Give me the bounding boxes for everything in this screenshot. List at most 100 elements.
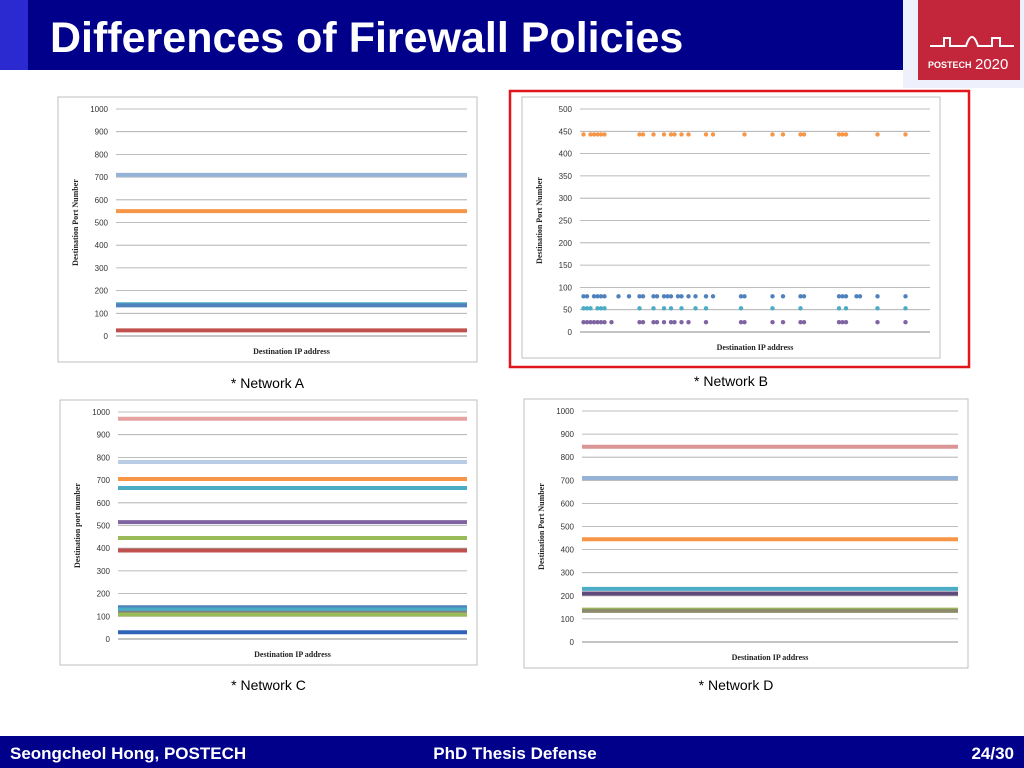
data-point xyxy=(686,319,691,325)
y-tick-label: 500 xyxy=(95,219,109,228)
data-point xyxy=(668,132,674,137)
data-point xyxy=(875,319,880,325)
data-point xyxy=(780,294,786,299)
x-axis-label: Destination IP address xyxy=(254,650,331,659)
data-point xyxy=(672,319,677,325)
data-point xyxy=(595,306,600,311)
data-point xyxy=(668,294,674,299)
data-point xyxy=(616,294,621,299)
data-point xyxy=(770,319,775,325)
chart-panel xyxy=(523,398,969,669)
data-point xyxy=(686,294,691,299)
y-axis-label: Destination port number xyxy=(73,483,82,568)
data-point xyxy=(651,294,656,299)
y-tick-label: 400 xyxy=(97,544,111,553)
data-point xyxy=(637,319,642,325)
y-tick-label: 700 xyxy=(561,476,575,485)
y-tick-label: 600 xyxy=(97,499,111,508)
y-tick-label: 300 xyxy=(95,264,109,273)
y-tick-label: 800 xyxy=(561,453,575,462)
data-point xyxy=(836,132,842,137)
y-tick-label: 900 xyxy=(561,430,575,439)
chart-caption: * Network B xyxy=(694,373,768,389)
y-tick-label: 0 xyxy=(568,328,573,337)
data-point xyxy=(679,306,684,311)
data-point xyxy=(679,319,684,325)
data-point xyxy=(654,294,660,299)
y-tick-label: 400 xyxy=(95,241,109,250)
y-tick-label: 500 xyxy=(97,522,111,531)
y-tick-label: 700 xyxy=(97,476,111,485)
data-point xyxy=(581,132,586,137)
y-tick-label: 250 xyxy=(559,217,573,226)
data-point xyxy=(843,294,849,299)
data-point xyxy=(661,319,667,325)
chart: 0 50 100 150 200 250 300 350 400 450 500 Destinatio… xyxy=(521,96,941,359)
y-tick-label: 200 xyxy=(559,239,573,248)
x-axis-label: Destination IP address xyxy=(253,347,330,356)
data-point xyxy=(595,294,600,299)
charts: 0 100 200 300 400 500 600 700 800 900 1000 Destinat… xyxy=(57,96,969,693)
data-point xyxy=(598,294,604,299)
y-tick-label: 300 xyxy=(561,569,575,578)
data-point xyxy=(591,132,597,137)
data-point xyxy=(903,132,908,137)
data-point xyxy=(581,294,586,299)
footer-event: PhD Thesis Defense xyxy=(433,744,596,763)
x-axis-label: Destination IP address xyxy=(732,653,809,662)
data-point xyxy=(710,132,716,137)
footer-author: Seongcheol Hong, POSTECH xyxy=(10,744,246,763)
data-point xyxy=(598,306,604,311)
data-point xyxy=(742,319,747,325)
y-tick-label: 700 xyxy=(95,173,109,182)
highlight-box xyxy=(508,89,971,369)
y-axis-label: Destination Port Number xyxy=(71,179,80,266)
data-point xyxy=(840,319,845,325)
data-point xyxy=(742,132,747,137)
y-tick-label: 1000 xyxy=(556,407,574,416)
data-point xyxy=(626,294,632,299)
data-point xyxy=(710,294,716,299)
data-point xyxy=(581,306,586,311)
chart: 0 100 200 300 400 500 600 700 800 900 1000 Destinat… xyxy=(57,96,478,363)
data-point xyxy=(598,319,604,325)
data-point xyxy=(742,294,747,299)
x-axis-label: Destination IP address xyxy=(717,343,794,352)
data-point xyxy=(780,132,786,137)
y-tick-label: 0 xyxy=(570,638,575,647)
data-point xyxy=(637,294,642,299)
data-point xyxy=(840,294,845,299)
logo-year: 2020 xyxy=(975,56,1008,73)
data-point xyxy=(780,319,786,325)
data-point xyxy=(595,319,600,325)
data-point xyxy=(675,294,681,299)
data-point xyxy=(703,132,709,137)
data-point xyxy=(591,319,597,325)
y-tick-label: 200 xyxy=(97,590,111,599)
data-point xyxy=(843,132,849,137)
y-tick-label: 100 xyxy=(559,283,573,292)
chart-panel xyxy=(59,399,478,666)
data-point xyxy=(738,294,744,299)
data-point xyxy=(836,319,842,325)
data-point xyxy=(661,306,667,311)
y-tick-label: 800 xyxy=(97,453,111,462)
data-point xyxy=(679,294,684,299)
data-point xyxy=(661,132,667,137)
footer-page: 24/30 xyxy=(971,744,1014,763)
data-point xyxy=(584,294,590,299)
data-point xyxy=(584,306,590,311)
header-strip xyxy=(0,0,28,70)
header-bar xyxy=(0,0,903,70)
chart-panel xyxy=(521,96,941,359)
y-tick-label: 300 xyxy=(97,567,111,576)
data-point xyxy=(637,132,642,137)
y-tick-label: 450 xyxy=(559,127,573,136)
data-point xyxy=(875,132,880,137)
data-point xyxy=(798,306,803,311)
data-point xyxy=(640,319,646,325)
logo-icon xyxy=(930,36,1014,47)
y-tick-label: 400 xyxy=(559,150,573,159)
data-point xyxy=(588,319,593,325)
data-point xyxy=(703,306,709,311)
